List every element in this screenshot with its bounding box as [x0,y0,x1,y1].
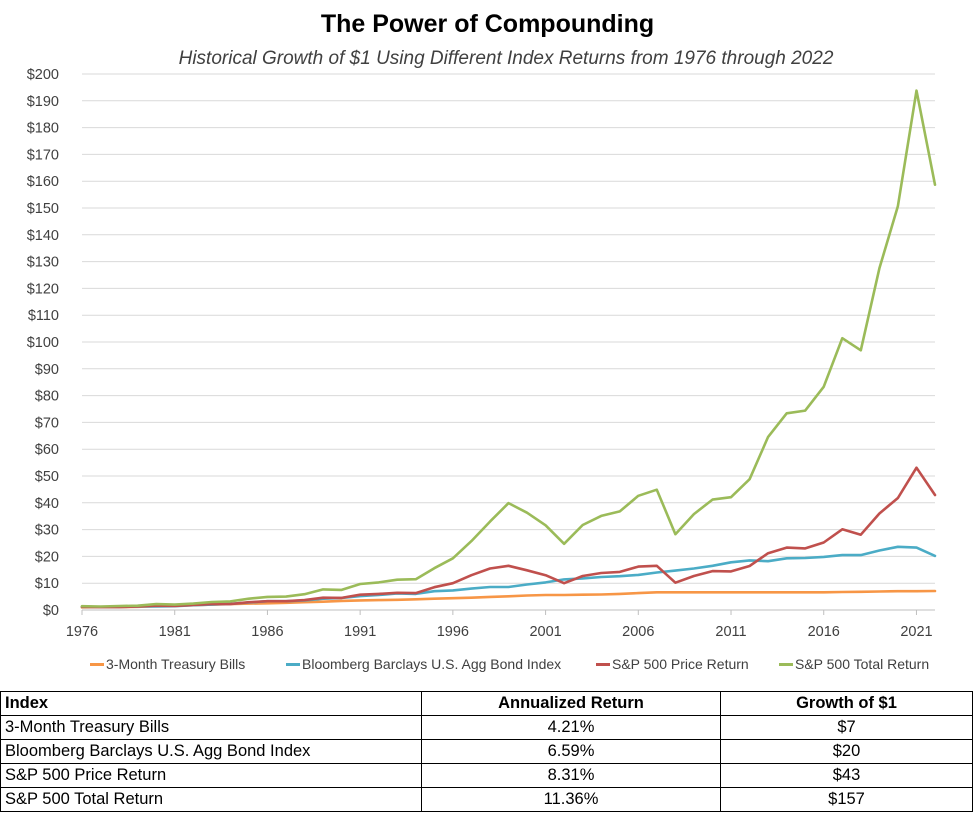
y-tick-label: $160 [27,174,59,190]
table-row: S&P 500 Total Return 11.36% $157 [0,787,973,812]
y-tick-label: $80 [35,389,59,405]
legend-item-agg-bond: Bloomberg Barclays U.S. Agg Bond Index [286,656,561,672]
table-header-row: Index Annualized Return Growth of $1 [0,691,973,716]
legend-item-treasury-bills: 3-Month Treasury Bills [90,656,245,672]
legend-swatch [779,662,793,666]
cell-index-name: Bloomberg Barclays U.S. Agg Bond Index [0,739,422,764]
cell-annualized-return: 8.31% [421,763,721,788]
table-row: Bloomberg Barclays U.S. Agg Bond Index 6… [0,739,973,764]
line-chart: $0 $10 $20 $30 $40 $50 $60 $70 $80 $90 $100 $110 $12… [27,67,937,640]
cell-annualized-return: 4.21% [421,715,721,740]
x-tick-label: 2021 [900,624,932,640]
x-tick-label: 2016 [808,624,840,640]
cell-index-name: S&P 500 Price Return [0,763,422,788]
y-tick-label: $50 [35,469,59,485]
legend-item-sp500-price: S&P 500 Price Return [596,656,749,672]
column-header-growth: Growth of $1 [720,691,973,716]
column-header-annualized-return: Annualized Return [421,691,721,716]
y-tick-label: $200 [27,67,59,83]
cell-index-name: 3-Month Treasury Bills [0,715,422,740]
x-tick-label: 2011 [715,624,746,640]
table-row: S&P 500 Price Return 8.31% $43 [0,763,973,788]
y-tick-label: $120 [27,281,59,297]
cell-growth: $20 [720,739,973,764]
legend-label: Bloomberg Barclays U.S. Agg Bond Index [302,656,562,672]
cell-annualized-return: 6.59% [421,739,721,764]
legend-label: S&P 500 Price Return [612,656,749,672]
table-row: 3-Month Treasury Bills 4.21% $7 [0,715,973,740]
y-tick-label: $170 [27,147,59,163]
y-tick-label: $190 [27,94,59,110]
x-tick-label: 1996 [437,624,469,640]
x-tick-label: 1981 [159,624,191,640]
y-tick-label: $60 [35,442,59,458]
chart-legend: 3-Month Treasury Bills Bloomberg Barclay… [0,656,975,676]
y-tick-label: $90 [35,362,59,378]
cell-growth: $157 [720,787,973,812]
series-line-3 [80,89,937,608]
chart-title: The Power of Compounding [320,10,655,38]
x-tick-label: 2006 [622,624,654,640]
legend-swatch [596,662,610,666]
x-tick-label: 1986 [251,624,283,640]
returns-summary-table: Index Annualized Return Growth of $1 3-M… [0,691,973,812]
x-tick-label: 1976 [66,624,98,640]
y-tick-label: $0 [43,603,59,619]
cell-annualized-return: 11.36% [421,787,721,812]
x-tick-label: 2001 [529,624,561,640]
y-tick-label: $130 [27,255,59,271]
y-tick-label: $20 [35,549,59,565]
y-tick-label: $10 [35,576,59,592]
legend-item-sp500-total: S&P 500 Total Return [779,656,929,672]
y-tick-label: $30 [35,523,59,539]
y-tick-label: $100 [27,335,59,351]
series-line-2 [80,466,937,609]
legend-label: 3-Month Treasury Bills [106,656,246,672]
y-tick-label: $150 [27,201,59,217]
column-header-index: Index [0,691,422,716]
series-line-1 [80,545,937,609]
cell-growth: $43 [720,763,973,788]
y-tick-label: $40 [35,496,59,512]
y-tick-label: $110 [28,308,59,324]
cell-growth: $7 [720,715,973,740]
legend-swatch [286,662,300,666]
legend-label: S&P 500 Total Return [795,656,930,672]
y-tick-label: $70 [35,415,59,431]
y-tick-label: $140 [27,228,59,244]
cell-index-name: S&P 500 Total Return [0,787,422,812]
chart-subtitle: Historical Growth of $1 Using Different … [178,48,834,69]
y-tick-label: $180 [27,121,59,137]
x-tick-label: 1991 [344,624,376,640]
legend-swatch [90,662,104,666]
